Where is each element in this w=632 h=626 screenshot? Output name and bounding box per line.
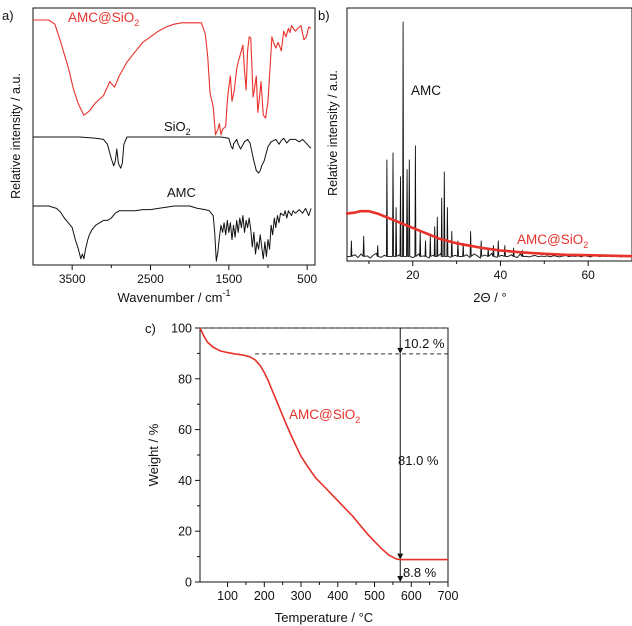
- panel-b-label: b): [318, 8, 330, 23]
- panel-a-series-sio2: [33, 136, 312, 174]
- panel-c-legend-amc-sio2: AMC@SiO2: [289, 407, 360, 425]
- panel-b-series-amc: [347, 21, 631, 259]
- panel-c: c) Weight / % 100 200 300 400 500 600 700 0 20 40…: [145, 321, 458, 625]
- panel-b-x-tick-label: 40: [494, 268, 508, 282]
- panel-a: a) Relative intensity / a.u. 3500 2500 150…: [2, 7, 317, 305]
- annotation-10-2-percent: 10.2 %: [404, 336, 445, 351]
- panel-a-legend-sio2: SiO2: [164, 119, 191, 137]
- panel-b-series-amc-sio2: [345, 209, 632, 258]
- panel-a-x-axis-label: Wavenumber / cm-1: [117, 288, 230, 305]
- panel-a-x-ticks: 3500 2500 1500 500: [59, 265, 317, 286]
- panel-c-y-axis-label: Weight / %: [146, 423, 161, 486]
- panel-c-x-tick-label: 500: [364, 589, 385, 603]
- panel-a-y-axis-label: Relative intensity / a.u.: [9, 73, 23, 199]
- panel-c-x-tick-label: 700: [438, 589, 459, 603]
- panel-c-series: [199, 327, 448, 582]
- panel-b-y-axis-label: Relative intensity / a.u.: [326, 70, 340, 196]
- annotation-8-8-percent: 8.8 %: [403, 565, 437, 580]
- panel-a-legend-amc-sio2: AMC@SiO2: [68, 10, 139, 28]
- panel-b: b) Relative intensity / a.u. 20 40 60 2Θ /…: [318, 7, 632, 305]
- panel-a-series-amc-sio2: [33, 19, 312, 136]
- panel-c-x-tick-label: 100: [217, 589, 238, 603]
- panel-b-x-axis-label: 2Θ / °: [473, 290, 506, 305]
- panel-a-x-tick-label: 500: [297, 272, 317, 286]
- panel-a-series-amc: [33, 205, 312, 262]
- panel-c-x-tick-label: 600: [401, 589, 422, 603]
- panel-c-y-tick-label: 80: [178, 372, 192, 386]
- panel-a-x-tick-label: 3500: [59, 272, 86, 286]
- panel-a-x-tick-label: 1500: [215, 272, 242, 286]
- panel-c-x-tick-label: 200: [254, 589, 275, 603]
- panel-b-frame: [346, 7, 632, 262]
- panel-c-y-tick-label: 60: [178, 423, 192, 437]
- panel-b-x-tick-label: 20: [406, 268, 420, 282]
- panel-a-label: a): [2, 8, 14, 23]
- panel-b-legend-amc: AMC: [411, 83, 441, 98]
- panel-c-y-tick-label: 20: [178, 525, 192, 539]
- panel-b-x-tick-label: 60: [581, 268, 595, 282]
- panel-c-x-tick-label: 300: [291, 589, 312, 603]
- panel-b-series: [345, 21, 632, 259]
- panel-c-series-amc-sio2: [199, 327, 448, 561]
- arrow-10-2-percent-head: [397, 347, 404, 354]
- panel-a-x-tick-label: 2500: [137, 272, 164, 286]
- panel-c-y-tick-label: 0: [185, 576, 192, 590]
- panel-a-series: [33, 19, 312, 262]
- panel-c-ticks: 100 200 300 400 500 600 700 0 20 40 60 80 100: [171, 322, 458, 604]
- panel-c-x-axis-label: Temperature / °C: [275, 610, 373, 625]
- panel-c-x-tick-label: 400: [327, 589, 348, 603]
- panel-a-legend-amc: AMC: [167, 185, 196, 200]
- arrow-81-0-percent-head: [397, 553, 404, 560]
- arrow-8-8-percent-head: [397, 576, 404, 582]
- annotation-81-0-percent: 81.0 %: [398, 453, 439, 468]
- panel-c-y-tick-label: 40: [178, 474, 192, 488]
- panel-b-legend-amc-sio2: AMC@SiO2: [517, 232, 588, 250]
- panel-c-label: c): [145, 321, 156, 336]
- panel-c-y-tick-label: 100: [171, 322, 192, 336]
- panel-b-x-ticks: 20 40 60: [368, 261, 595, 282]
